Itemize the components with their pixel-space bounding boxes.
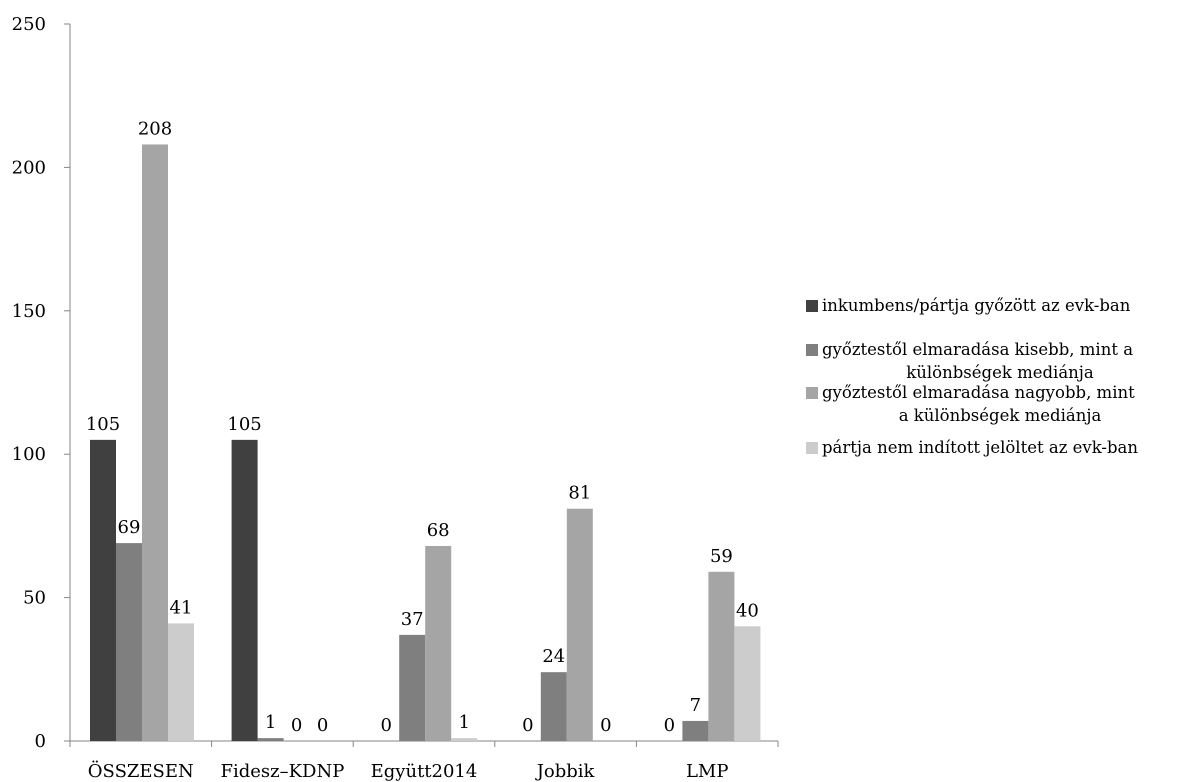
bar [734,626,761,741]
y-tick-label: 150 [12,301,46,322]
y-tick-label: 50 [23,588,46,609]
legend-swatch [806,387,818,399]
x-category-label: Jobbik [535,761,596,782]
x-category-label: Fidesz–KDNP [220,761,344,782]
bar [257,738,284,741]
data-label: 68 [427,520,450,541]
bar [540,672,567,741]
bar [451,738,478,741]
legend-swatch [806,344,818,356]
data-label: 105 [227,414,261,435]
x-category-label: Együtt2014 [371,761,478,782]
data-label: 0 [600,715,611,736]
data-label: 105 [86,414,120,435]
data-label: 0 [291,715,302,736]
x-category-label: ÖSSZESEN [88,759,194,782]
data-label: 24 [542,646,565,667]
bar [425,545,452,741]
data-label: 41 [170,597,193,618]
data-label: 0 [522,715,533,736]
bar [142,144,168,741]
legend-label: győztestől elmaradása nagyobb, mint [822,383,1135,402]
y-tick-label: 100 [12,444,46,465]
data-label: 0 [317,715,328,736]
data-label: 69 [118,517,141,538]
data-label: 1 [265,712,276,733]
data-label: 81 [568,483,591,504]
bar [231,439,258,741]
legend-label-line2: különbségek mediánja [906,363,1094,382]
bar [90,439,116,741]
data-label: 40 [736,600,759,621]
y-tick-label: 200 [12,157,46,178]
legend-swatch [806,442,818,454]
bar [116,543,142,741]
data-label: 37 [401,609,424,630]
data-label: 0 [380,715,391,736]
data-label: 0 [664,715,675,736]
data-label: 1 [458,712,469,733]
data-label: 208 [138,118,172,139]
bar [708,571,735,741]
y-tick-label: 250 [12,14,46,35]
legend-label-line2: a különbségek mediánja [899,406,1102,425]
bar [682,720,709,741]
data-label: 59 [710,546,733,567]
legend-label: inkumbens/pártja győzött az evk-ban [822,296,1131,315]
legend: inkumbens/pártja győzött az evk-ban győzt… [806,296,1138,457]
bar [168,623,194,741]
bar [566,508,593,741]
x-category-label: LMP [686,761,729,782]
data-label: 7 [690,695,701,716]
legend-swatch [806,300,818,312]
y-tick-label: 0 [35,731,46,752]
legend-label: győztestől elmaradása kisebb, mint a [822,340,1133,359]
bar [399,634,426,741]
legend-label: pártja nem indított jelöltet az evk-ban [822,438,1138,457]
